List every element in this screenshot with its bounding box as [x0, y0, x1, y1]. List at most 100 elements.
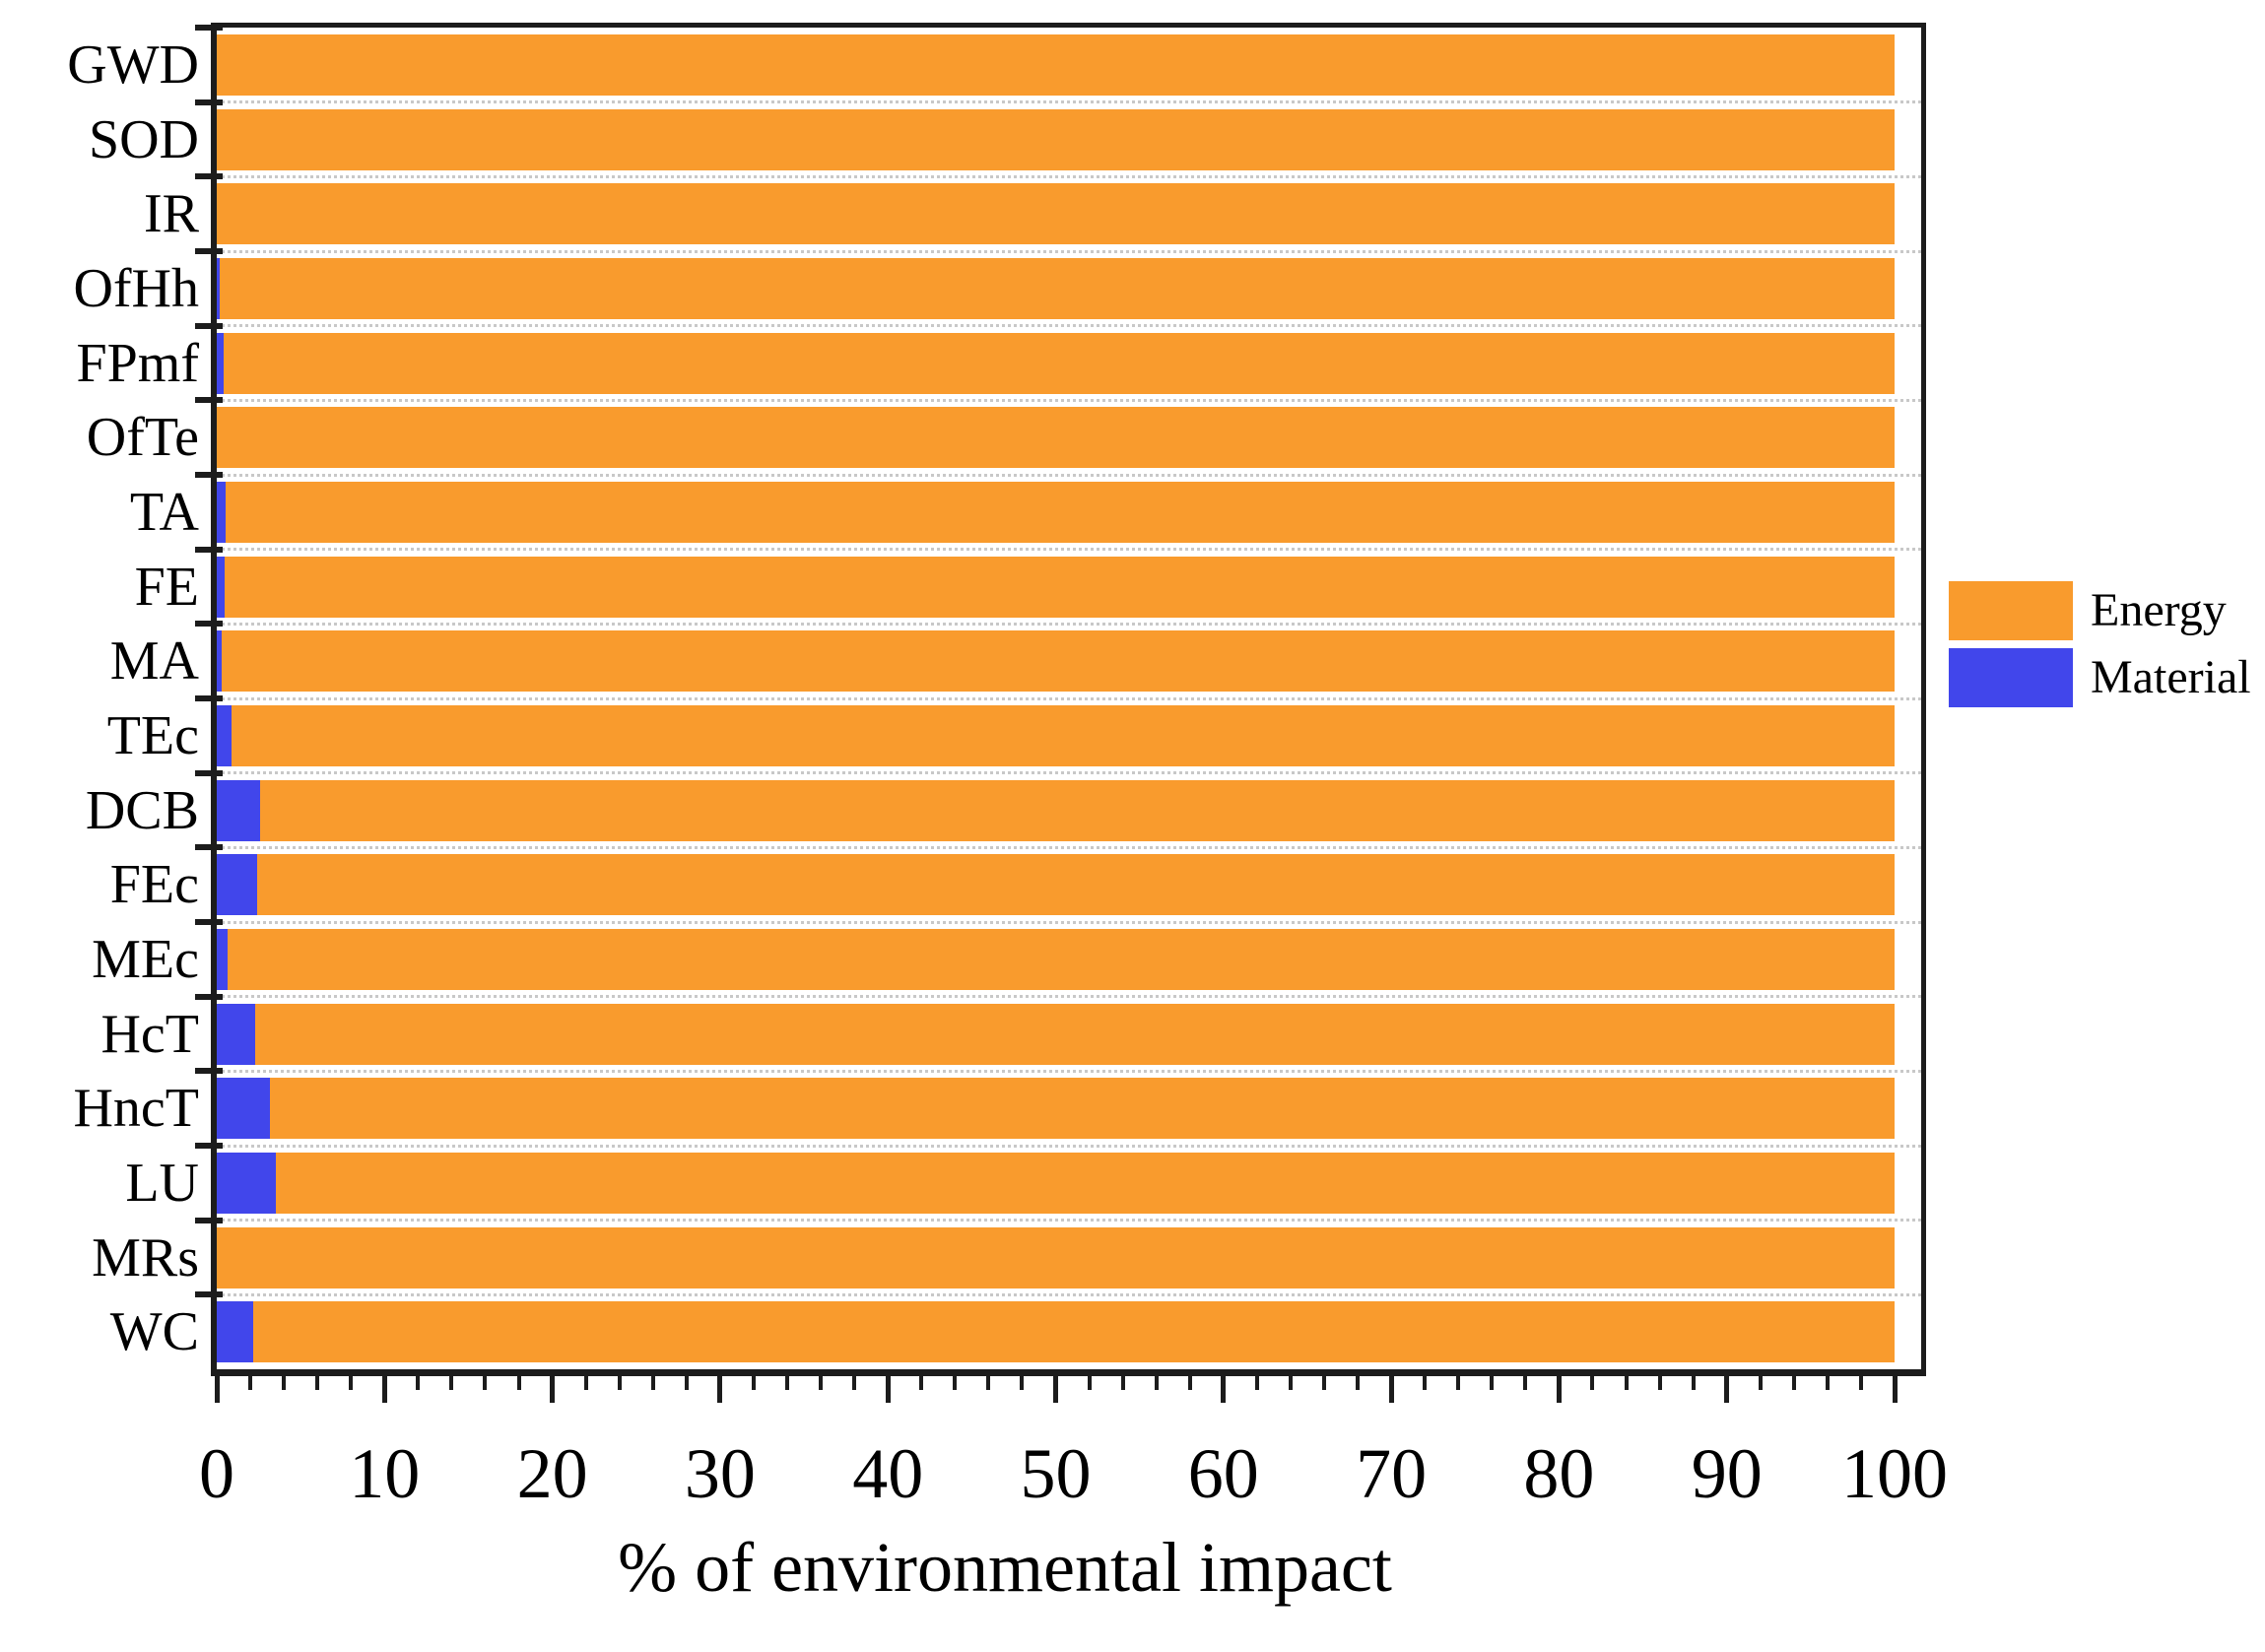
x-axis-minor-tick: [349, 1376, 354, 1390]
x-axis-label-20: 20: [516, 1434, 588, 1513]
y-axis-tick: [195, 546, 223, 553]
bar-row-IR: [217, 183, 1895, 245]
legend: Energy Material: [1949, 577, 2251, 711]
bar-segment-material: [217, 556, 225, 618]
x-axis-label-80: 80: [1523, 1434, 1595, 1513]
bar-segment-energy: [217, 407, 1895, 469]
y-axis-label-LU: LU: [125, 1152, 199, 1214]
bar-row-FPmf: [217, 332, 1895, 394]
x-axis-major-tick: [1221, 1376, 1227, 1403]
x-axis-major-tick: [381, 1376, 387, 1403]
bar-row-TEc: [217, 704, 1895, 766]
bar-row-GWD: [217, 33, 1895, 96]
y-axis-label-HcT: HcT: [100, 1003, 199, 1065]
x-axis-minor-tick: [1154, 1376, 1159, 1390]
bar-row-TA: [217, 481, 1895, 543]
x-axis-minor-tick: [986, 1376, 991, 1390]
y-axis-tick: [195, 173, 223, 180]
x-axis-minor-tick: [1187, 1376, 1192, 1390]
y-axis-tick: [195, 322, 223, 329]
grid-line: [217, 398, 1921, 402]
grid-line: [217, 1144, 1921, 1148]
y-axis-tick: [195, 1217, 223, 1223]
bar-row-MRs: [217, 1226, 1895, 1289]
y-axis-tick: [195, 993, 223, 1000]
x-axis-minor-tick: [1356, 1376, 1361, 1390]
x-axis-minor-tick: [785, 1376, 790, 1390]
x-axis-minor-tick: [1657, 1376, 1662, 1390]
x-axis-label-100: 100: [1841, 1434, 1948, 1513]
x-axis-major-tick: [717, 1376, 723, 1403]
y-axis-tick: [195, 397, 223, 404]
x-axis-minor-tick: [1825, 1376, 1830, 1390]
grid-line: [217, 548, 1921, 552]
x-axis-minor-tick: [315, 1376, 320, 1390]
y-axis-label-FPmf: FPmf: [76, 332, 200, 394]
bar-row-HncT: [217, 1078, 1895, 1140]
x-axis-label-50: 50: [1020, 1434, 1092, 1513]
x-axis-minor-tick: [953, 1376, 958, 1390]
x-axis-major-tick: [1556, 1376, 1562, 1403]
bar-segment-energy: [222, 630, 1895, 693]
y-axis-label-WC: WC: [109, 1301, 199, 1363]
x-axis-minor-tick: [852, 1376, 857, 1390]
grid-line: [217, 100, 1921, 104]
grid-line: [217, 1292, 1921, 1296]
legend-swatch-energy: [1949, 581, 2073, 640]
x-axis-minor-tick: [1490, 1376, 1495, 1390]
y-axis-tick: [195, 1291, 223, 1298]
grid-line: [217, 473, 1921, 477]
y-axis-tick: [195, 919, 223, 925]
bar-segment-material: [217, 332, 224, 394]
bar-row-MA: [217, 630, 1895, 693]
bar-row-SOD: [217, 108, 1895, 170]
legend-label-energy: Energy: [2091, 584, 2227, 636]
x-axis-minor-tick: [483, 1376, 488, 1390]
grid-line: [217, 1219, 1921, 1222]
bar-segment-material: [217, 1078, 271, 1140]
bar-segment-material: [217, 854, 257, 916]
legend-item-energy: Energy: [1949, 577, 2251, 644]
bar-segment-energy: [270, 1078, 1895, 1140]
bar-segment-energy: [226, 481, 1895, 543]
y-axis-label-DCB: DCB: [85, 779, 199, 841]
x-axis-minor-tick: [1321, 1376, 1326, 1390]
x-axis-major-tick: [1892, 1376, 1898, 1403]
grid-line: [217, 845, 1921, 849]
x-axis-major-tick: [550, 1376, 556, 1403]
x-axis-title: % of environmental impact: [618, 1528, 1392, 1607]
x-axis-minor-tick: [919, 1376, 924, 1390]
x-axis-minor-tick: [282, 1376, 287, 1390]
x-axis-minor-tick: [1691, 1376, 1696, 1390]
bar-segment-energy: [217, 183, 1895, 245]
x-axis-label-0: 0: [199, 1434, 234, 1513]
grid-line: [217, 174, 1921, 178]
bar-segment-energy: [255, 1003, 1895, 1065]
x-axis-major-tick: [885, 1376, 891, 1403]
bar-segment-energy: [275, 1152, 1895, 1214]
x-axis-major-tick: [1053, 1376, 1058, 1403]
bar-segment-energy: [232, 704, 1895, 766]
y-axis-label-FE: FE: [134, 556, 199, 618]
grid-line: [217, 622, 1921, 626]
x-axis-minor-tick: [1120, 1376, 1125, 1390]
y-axis-tick: [195, 1068, 223, 1075]
x-axis-minor-tick: [583, 1376, 588, 1390]
grid-line: [217, 771, 1921, 775]
legend-label-material: Material: [2091, 651, 2251, 703]
y-axis-label-MRs: MRs: [92, 1226, 199, 1289]
bar-segment-energy: [256, 854, 1895, 916]
bar-segment-material: [217, 481, 227, 543]
bar-segment-material: [217, 1152, 276, 1214]
bar-row-FEc: [217, 854, 1895, 916]
x-axis-minor-tick: [1254, 1376, 1259, 1390]
y-axis-tick: [195, 695, 223, 701]
bar-segment-material: [217, 1301, 254, 1363]
y-axis-label-TA: TA: [129, 481, 199, 543]
y-axis-tick: [195, 25, 223, 31]
bar-segment-energy: [224, 556, 1895, 618]
bar-segment-material: [217, 1003, 256, 1065]
grid-line: [217, 995, 1921, 999]
bar-row-HcT: [217, 1003, 1895, 1065]
